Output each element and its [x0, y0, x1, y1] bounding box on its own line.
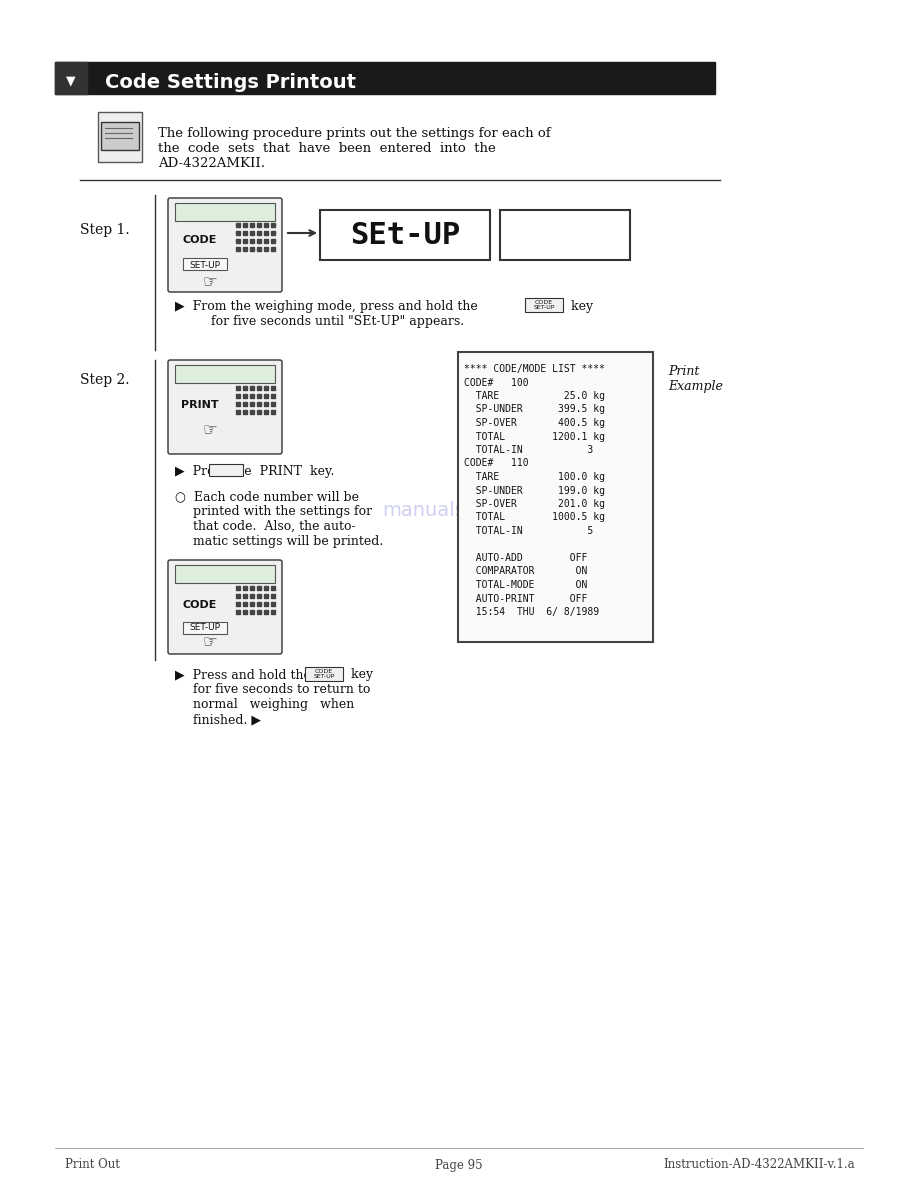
- Text: the  code  sets  that  have  been  entered  into  the: the code sets that have been entered int…: [158, 143, 496, 154]
- Text: SP-UNDER      399.5 kg: SP-UNDER 399.5 kg: [464, 404, 605, 415]
- Bar: [55, 62, 715, 94]
- Text: AD-4322AMKII.: AD-4322AMKII.: [158, 157, 265, 170]
- Text: TOTAL-IN           3: TOTAL-IN 3: [464, 446, 593, 455]
- Bar: [320, 210, 490, 260]
- Text: CODE
SET-UP: CODE SET-UP: [533, 299, 554, 310]
- Text: ▶  Press and hold the: ▶ Press and hold the: [175, 668, 311, 681]
- Text: TOTAL-IN           5: TOTAL-IN 5: [464, 526, 593, 536]
- Text: ▶  From the weighing mode, press and hold the: ▶ From the weighing mode, press and hold…: [175, 301, 477, 312]
- Text: for five seconds until "SEt-UP" appears.: for five seconds until "SEt-UP" appears.: [195, 315, 465, 328]
- Bar: [209, 465, 243, 476]
- Text: TARE          100.0 kg: TARE 100.0 kg: [464, 472, 605, 482]
- Text: Step 1.: Step 1.: [80, 223, 129, 236]
- Text: Print Out: Print Out: [65, 1158, 120, 1171]
- Text: key: key: [347, 668, 373, 681]
- Text: Print
Example: Print Example: [668, 365, 722, 393]
- Text: for five seconds to return to: for five seconds to return to: [193, 683, 370, 696]
- Text: ○  Each code number will be: ○ Each code number will be: [175, 489, 359, 503]
- Text: printed with the settings for: printed with the settings for: [193, 505, 372, 518]
- Text: ▼: ▼: [66, 75, 76, 88]
- Text: PRINT: PRINT: [181, 400, 218, 410]
- Text: Step 2.: Step 2.: [80, 373, 129, 387]
- Text: key: key: [567, 301, 593, 312]
- Text: The following procedure prints out the settings for each of: The following procedure prints out the s…: [158, 127, 551, 140]
- Text: CODE#   110: CODE# 110: [464, 459, 529, 468]
- Text: SET-UP: SET-UP: [189, 624, 220, 632]
- Bar: [525, 298, 563, 312]
- FancyBboxPatch shape: [168, 360, 282, 454]
- Bar: [183, 623, 227, 634]
- Bar: [305, 666, 343, 681]
- Bar: [175, 565, 275, 583]
- Text: normal   weighing   when: normal weighing when: [193, 699, 354, 710]
- Bar: [175, 203, 275, 221]
- Text: Code Settings Printout: Code Settings Printout: [105, 74, 356, 93]
- Text: SP-UNDER      199.0 kg: SP-UNDER 199.0 kg: [464, 486, 605, 495]
- Text: CODE: CODE: [183, 235, 218, 245]
- Text: Instruction-AD-4322AMKII-v.1.a: Instruction-AD-4322AMKII-v.1.a: [664, 1158, 855, 1171]
- Bar: [55, 62, 87, 94]
- Text: SET-UP: SET-UP: [189, 260, 220, 270]
- Bar: [98, 112, 142, 162]
- Bar: [175, 365, 275, 383]
- Bar: [183, 258, 227, 270]
- Text: **** CODE/MODE LIST ****: **** CODE/MODE LIST ****: [464, 364, 605, 374]
- Text: that code.  Also, the auto-: that code. Also, the auto-: [193, 520, 355, 533]
- Bar: [458, 352, 653, 642]
- Text: Page 95: Page 95: [435, 1158, 483, 1171]
- Bar: [500, 210, 630, 260]
- Text: manualslib.com: manualslib.com: [382, 500, 536, 519]
- Text: TOTAL-MODE       ON: TOTAL-MODE ON: [464, 580, 588, 590]
- Text: ☞: ☞: [203, 421, 218, 440]
- Text: ☞: ☞: [203, 633, 218, 651]
- Text: finished. ▶: finished. ▶: [193, 713, 261, 726]
- FancyBboxPatch shape: [168, 198, 282, 292]
- Text: ☞: ☞: [203, 273, 218, 291]
- Text: TOTAL        1000.5 kg: TOTAL 1000.5 kg: [464, 512, 605, 523]
- Text: ▶  Press the  PRINT  key.: ▶ Press the PRINT key.: [175, 465, 334, 478]
- Text: TOTAL        1200.1 kg: TOTAL 1200.1 kg: [464, 431, 605, 442]
- Text: AUTO-ADD        OFF: AUTO-ADD OFF: [464, 552, 588, 563]
- Text: 15:54  THU  6/ 8/1989: 15:54 THU 6/ 8/1989: [464, 607, 599, 617]
- Text: SEt-UP: SEt-UP: [350, 221, 460, 249]
- FancyBboxPatch shape: [168, 560, 282, 655]
- Text: CODE#   100: CODE# 100: [464, 378, 529, 387]
- Text: COMPARATOR       ON: COMPARATOR ON: [464, 567, 588, 576]
- Text: CODE
SET-UP: CODE SET-UP: [313, 669, 335, 680]
- Text: matic settings will be printed.: matic settings will be printed.: [193, 535, 383, 548]
- Text: SP-OVER       400.5 kg: SP-OVER 400.5 kg: [464, 418, 605, 428]
- Text: CODE: CODE: [183, 600, 218, 609]
- Text: TARE           25.0 kg: TARE 25.0 kg: [464, 391, 605, 402]
- Text: AUTO-PRINT      OFF: AUTO-PRINT OFF: [464, 594, 588, 604]
- Bar: [101, 122, 139, 150]
- Text: SP-OVER       201.0 kg: SP-OVER 201.0 kg: [464, 499, 605, 508]
